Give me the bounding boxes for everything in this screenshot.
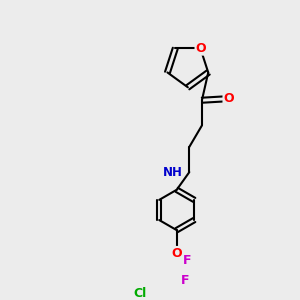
Text: F: F bbox=[183, 254, 191, 267]
Text: O: O bbox=[171, 247, 182, 260]
Text: Cl: Cl bbox=[134, 287, 147, 300]
Text: NH: NH bbox=[162, 166, 182, 178]
Text: F: F bbox=[181, 274, 189, 287]
Text: O: O bbox=[195, 42, 206, 55]
Text: O: O bbox=[223, 92, 234, 106]
